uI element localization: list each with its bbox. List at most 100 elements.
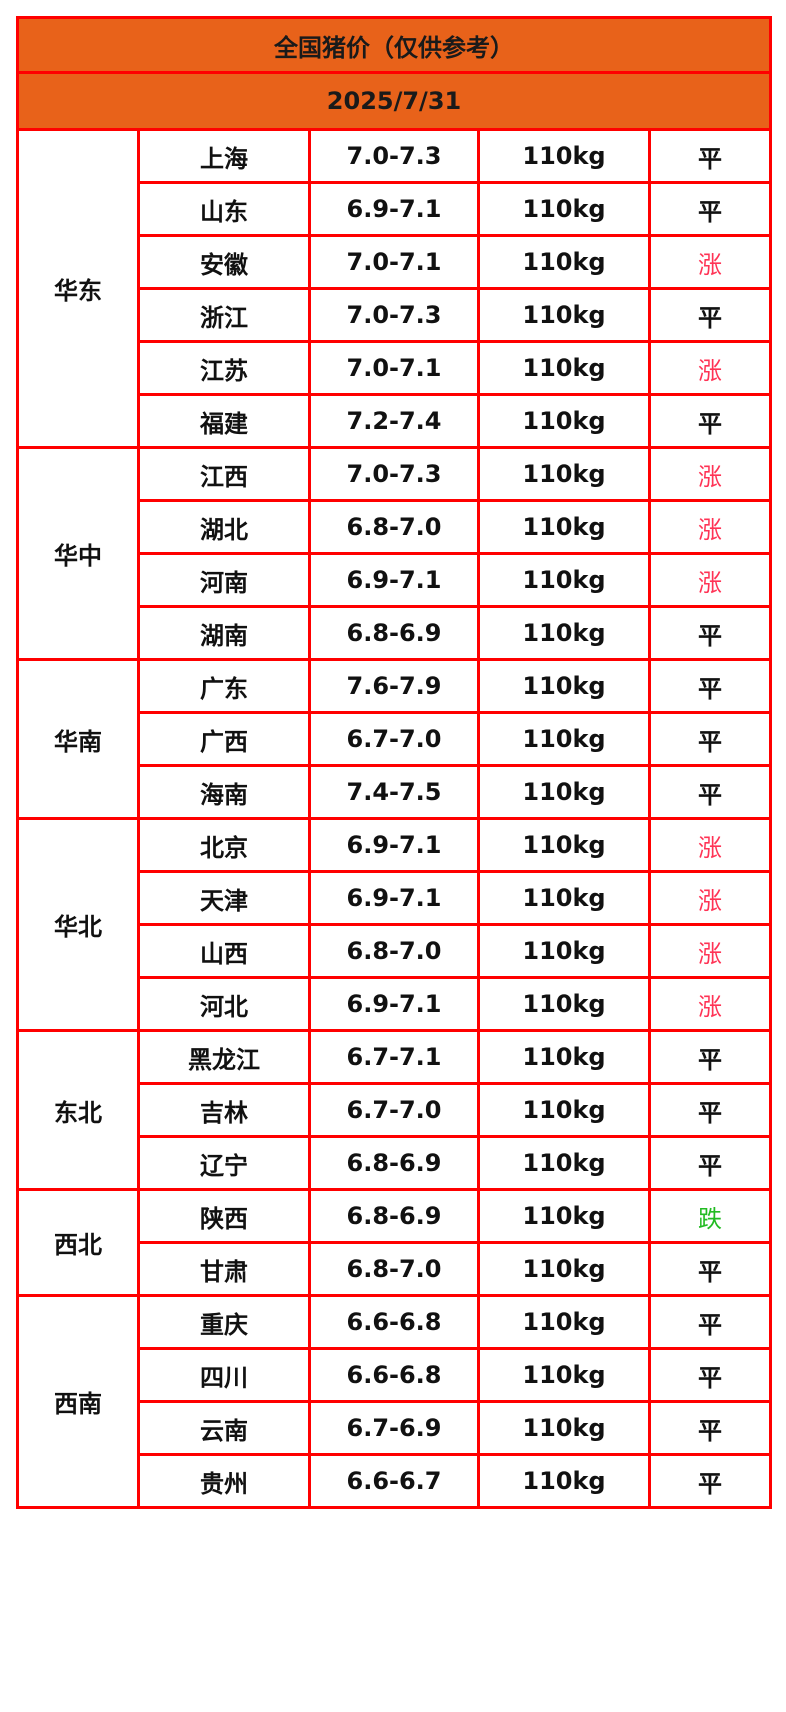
price-cell: 6.6-6.7 — [308, 1453, 480, 1509]
trend-cell: 平 — [647, 128, 773, 184]
trend-cell: 平 — [647, 287, 773, 343]
weight-cell: 110kg — [477, 658, 651, 714]
trend-cell: 平 — [647, 1082, 773, 1138]
province-cell: 北京 — [137, 817, 311, 873]
price-cell: 6.6-6.8 — [308, 1294, 480, 1350]
province-cell: 河北 — [137, 976, 311, 1032]
trend-cell: 平 — [647, 658, 773, 714]
trend-cell: 平 — [647, 1400, 773, 1456]
trend-cell: 平 — [647, 181, 773, 237]
region-cell: 华南 — [16, 658, 140, 820]
province-cell: 黑龙江 — [137, 1029, 311, 1085]
price-cell: 6.9-7.1 — [308, 181, 480, 237]
price-cell: 6.8-7.0 — [308, 1241, 480, 1297]
province-cell: 云南 — [137, 1400, 311, 1456]
province-cell: 河南 — [137, 552, 311, 608]
province-cell: 福建 — [137, 393, 311, 449]
weight-cell: 110kg — [477, 340, 651, 396]
trend-cell: 涨 — [647, 870, 773, 926]
trend-cell: 跌 — [647, 1188, 773, 1244]
region-cell: 华中 — [16, 446, 140, 661]
trend-cell: 涨 — [647, 817, 773, 873]
trend-cell: 平 — [647, 393, 773, 449]
table-row: 安徽 7.0-7.1 110kg 涨 — [18, 234, 773, 290]
weight-cell: 110kg — [477, 870, 651, 926]
region-cell: 西南 — [16, 1294, 140, 1509]
trend-cell: 平 — [647, 764, 773, 820]
province-cell: 安徽 — [137, 234, 311, 290]
weight-cell: 110kg — [477, 128, 651, 184]
province-cell: 海南 — [137, 764, 311, 820]
table-row: 华北 北京 6.9-7.1 110kg 涨 — [16, 817, 773, 1032]
weight-cell: 110kg — [477, 181, 651, 237]
weight-cell: 110kg — [477, 605, 651, 661]
province-cell: 湖南 — [137, 605, 311, 661]
weight-cell: 110kg — [477, 446, 651, 502]
province-cell: 浙江 — [137, 287, 311, 343]
price-cell: 6.8-7.0 — [308, 499, 480, 555]
region-cell: 东北 — [16, 1029, 140, 1191]
price-cell: 6.7-7.0 — [308, 711, 480, 767]
region-cell: 华东 — [16, 128, 140, 449]
table-row: 江苏 7.0-7.1 110kg 涨 — [18, 340, 773, 396]
pig-price-table: 全国猪价（仅供参考） 2025/7/31 华东 上海 7.0-7.3 110kg 平山东… — [15, 16, 773, 1509]
province-cell: 广东 — [137, 658, 311, 714]
trend-cell: 涨 — [647, 446, 773, 502]
province-cell: 山西 — [137, 923, 311, 979]
table-row: 西南 重庆 6.6-6.8 110kg 平 — [16, 1294, 773, 1509]
weight-cell: 110kg — [477, 1347, 651, 1403]
price-cell: 6.8-6.9 — [308, 605, 480, 661]
price-cell: 6.6-6.8 — [308, 1347, 480, 1403]
price-cell: 6.8-7.0 — [308, 923, 480, 979]
province-cell: 江西 — [137, 446, 311, 502]
weight-cell: 110kg — [477, 287, 651, 343]
table-row: 吉林 6.7-7.0 110kg 平 — [18, 1082, 773, 1138]
table-row: 华中 江西 7.0-7.3 110kg 涨 — [16, 446, 773, 661]
weight-cell: 110kg — [477, 1082, 651, 1138]
province-cell: 甘肃 — [137, 1241, 311, 1297]
trend-cell: 平 — [647, 1241, 773, 1297]
weight-cell: 110kg — [477, 499, 651, 555]
price-cell: 7.0-7.3 — [308, 128, 480, 184]
table-row: 山西 6.8-7.0 110kg 涨 — [18, 923, 773, 979]
region-cell: 西北 — [16, 1188, 140, 1297]
province-cell: 陕西 — [137, 1188, 311, 1244]
trend-cell: 涨 — [647, 923, 773, 979]
price-cell: 7.4-7.5 — [308, 764, 480, 820]
weight-cell: 110kg — [477, 1135, 651, 1191]
weight-cell: 110kg — [477, 711, 651, 767]
trend-cell: 平 — [647, 605, 773, 661]
province-cell: 四川 — [137, 1347, 311, 1403]
weight-cell: 110kg — [477, 393, 651, 449]
weight-cell: 110kg — [477, 1294, 651, 1350]
table-row: 贵州 6.6-6.7 110kg 平 — [18, 1453, 773, 1509]
price-cell: 7.0-7.1 — [308, 340, 480, 396]
table-row: 华南 广东 7.6-7.9 110kg 平 — [16, 658, 773, 820]
table-row: 福建 7.2-7.4 110kg 平 — [18, 393, 773, 449]
table-row: 湖南 6.8-6.9 110kg 平 — [18, 605, 773, 661]
table-row: 河南 6.9-7.1 110kg 涨 — [18, 552, 773, 608]
weight-cell: 110kg — [477, 764, 651, 820]
table-row: 天津 6.9-7.1 110kg 涨 — [18, 870, 773, 926]
trend-cell: 涨 — [647, 340, 773, 396]
weight-cell: 110kg — [477, 1400, 651, 1456]
price-cell: 6.9-7.1 — [308, 976, 480, 1032]
weight-cell: 110kg — [477, 234, 651, 290]
price-cell: 7.2-7.4 — [308, 393, 480, 449]
weight-cell: 110kg — [477, 552, 651, 608]
trend-cell: 涨 — [647, 499, 773, 555]
trend-cell: 平 — [647, 711, 773, 767]
price-cell: 7.0-7.3 — [308, 446, 480, 502]
price-cell: 6.9-7.1 — [308, 552, 480, 608]
price-cell: 7.6-7.9 — [308, 658, 480, 714]
price-cell: 7.0-7.3 — [308, 287, 480, 343]
table-row: 湖北 6.8-7.0 110kg 涨 — [18, 499, 773, 555]
table-row: 河北 6.9-7.1 110kg 涨 — [18, 976, 773, 1032]
table-title: 全国猪价（仅供参考） — [15, 16, 773, 74]
price-cell: 7.0-7.1 — [308, 234, 480, 290]
table-row: 海南 7.4-7.5 110kg 平 — [18, 764, 773, 820]
price-cell: 6.7-6.9 — [308, 1400, 480, 1456]
province-cell: 湖北 — [137, 499, 311, 555]
trend-cell: 涨 — [647, 234, 773, 290]
table-date: 2025/7/31 — [15, 71, 773, 131]
